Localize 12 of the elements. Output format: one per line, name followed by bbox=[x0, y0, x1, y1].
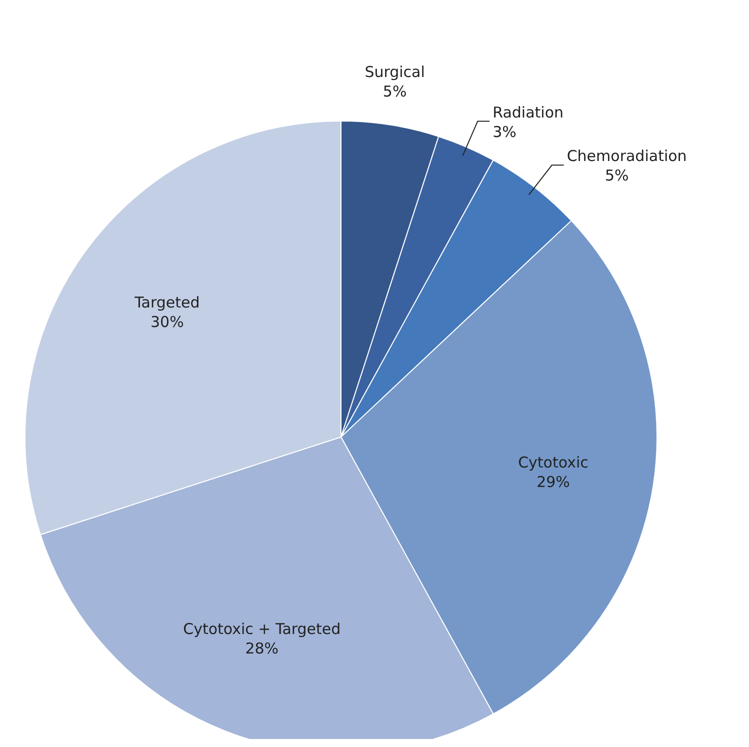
data-label: 5% bbox=[382, 82, 407, 101]
slice-label: Cytotoxic + Targeted bbox=[183, 620, 341, 638]
slice-label: Surgical bbox=[364, 63, 425, 82]
slice-label: Cytotoxic bbox=[518, 454, 588, 472]
data-label: 3% bbox=[492, 122, 516, 141]
slice-label: Chemoradiation bbox=[566, 147, 687, 166]
data-label: 28% bbox=[245, 639, 279, 658]
data-label: 5% bbox=[604, 166, 629, 185]
data-label: 30% bbox=[150, 313, 184, 332]
data-label: 29% bbox=[536, 473, 570, 492]
slice-label: Targeted bbox=[134, 294, 200, 312]
slice-label: Radiation bbox=[492, 103, 564, 122]
